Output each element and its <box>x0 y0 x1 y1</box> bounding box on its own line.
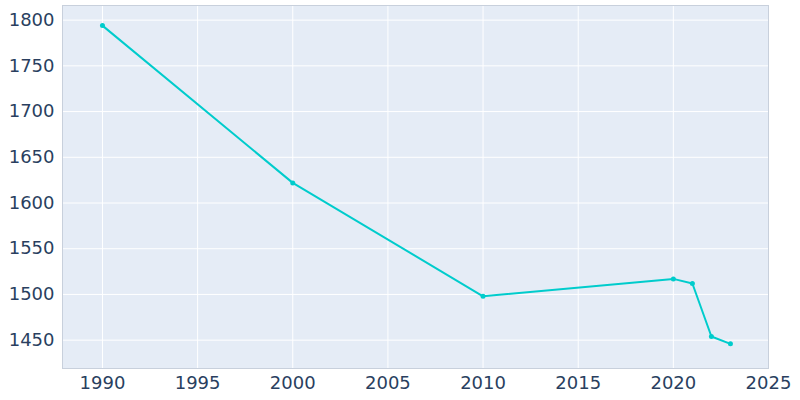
svg-text:2005: 2005 <box>365 372 411 393</box>
svg-text:2020: 2020 <box>650 372 696 393</box>
svg-text:2025: 2025 <box>746 372 792 393</box>
svg-text:1990: 1990 <box>80 372 126 393</box>
svg-text:1450: 1450 <box>9 329 55 350</box>
svg-text:1700: 1700 <box>9 100 55 121</box>
svg-text:2015: 2015 <box>555 372 601 393</box>
svg-text:2010: 2010 <box>460 372 506 393</box>
svg-text:1995: 1995 <box>175 372 221 393</box>
svg-text:1650: 1650 <box>9 146 55 167</box>
svg-text:1550: 1550 <box>9 237 55 258</box>
svg-text:2000: 2000 <box>270 372 316 393</box>
svg-text:1500: 1500 <box>9 283 55 304</box>
svg-text:1600: 1600 <box>9 192 55 213</box>
svg-text:1800: 1800 <box>9 9 55 30</box>
svg-text:1750: 1750 <box>9 55 55 76</box>
